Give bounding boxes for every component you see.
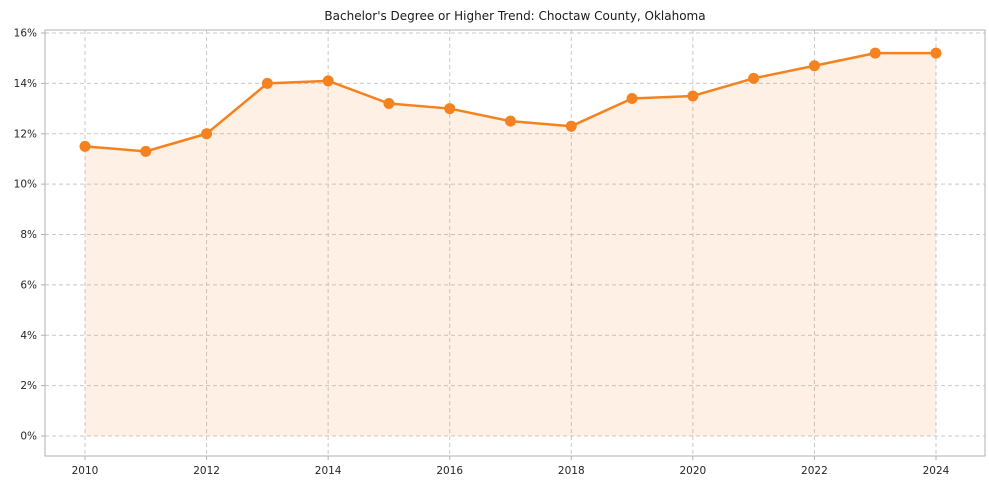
x-tick-label: 2024 [923, 465, 950, 477]
y-tick-label: 16% [14, 28, 37, 40]
x-tick-label: 2014 [315, 465, 342, 477]
y-tick-label: 4% [20, 330, 37, 342]
data-point [261, 77, 273, 89]
plot-border [44, 29, 986, 457]
y-tick-label: 6% [20, 279, 37, 291]
x-tick-label: 2012 [193, 465, 220, 477]
y-tick-label: 0% [20, 431, 37, 443]
y-tick-label: 10% [14, 179, 37, 191]
x-tick-label: 2022 [801, 465, 828, 477]
x-tick-label: 2020 [679, 465, 706, 477]
y-tick-label: 14% [14, 78, 37, 90]
data-point [140, 145, 152, 157]
x-tick-label: 2010 [72, 465, 99, 477]
data-point [626, 92, 638, 104]
data-point [869, 47, 881, 59]
data-point [79, 140, 91, 152]
chart-title: Bachelor's Degree or Higher Trend: Choct… [324, 9, 706, 23]
data-point [322, 75, 334, 87]
y-tick-label: 12% [14, 128, 37, 140]
data-point [748, 72, 760, 84]
data-point [444, 103, 456, 115]
data-point [687, 90, 699, 102]
data-point [383, 98, 395, 110]
area-fill [85, 53, 936, 437]
data-point [565, 120, 577, 132]
x-tick-label: 2018 [558, 465, 585, 477]
data-point [201, 128, 213, 140]
y-tick-label: 2% [20, 380, 37, 392]
data-point [930, 47, 942, 59]
data-point [505, 115, 516, 127]
x-tick-label: 2016 [436, 465, 463, 477]
y-tick-label: 8% [20, 229, 37, 241]
data-point [808, 60, 820, 72]
